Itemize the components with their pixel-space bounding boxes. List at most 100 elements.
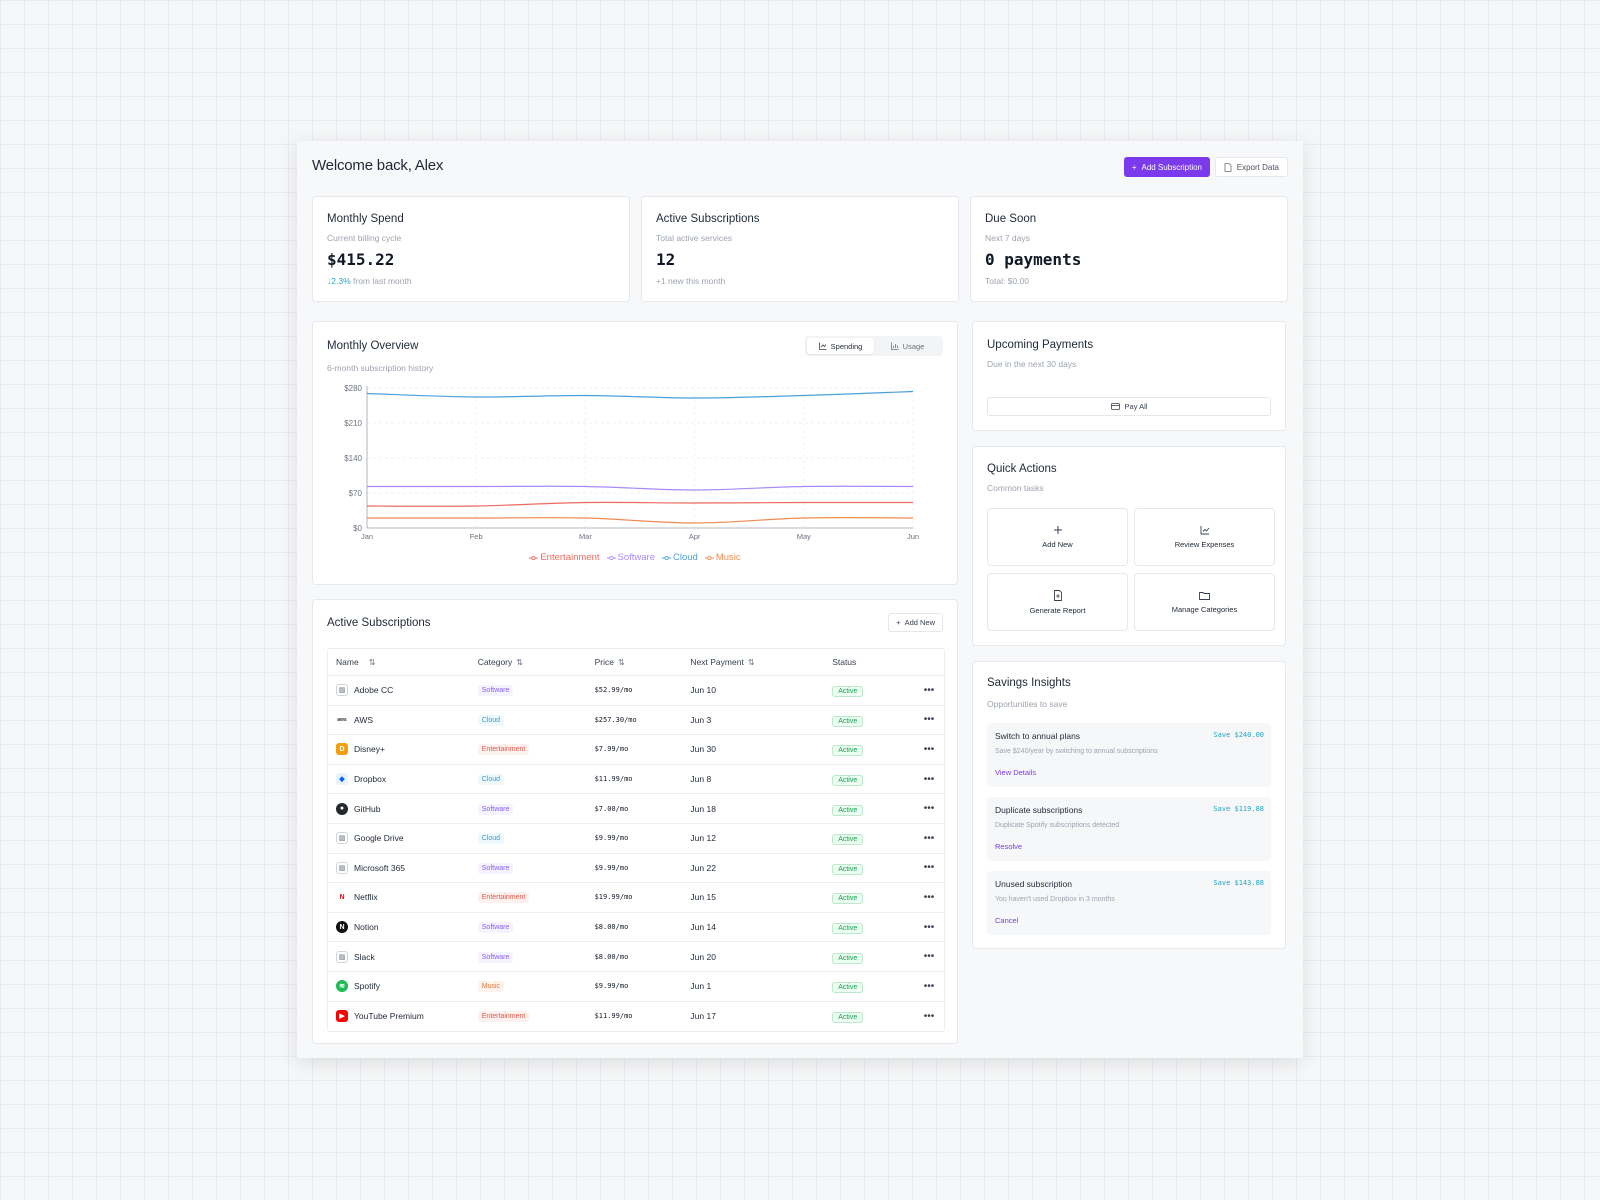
sort-icon[interactable]: ⇅ (617, 658, 625, 667)
chart-icon (1200, 526, 1209, 535)
status-badge: Active (832, 863, 864, 875)
more-options-icon[interactable]: ••• (923, 684, 935, 696)
table-row[interactable]: ● GitHub Software $7.00/mo Jun 18 Active ••• (328, 794, 944, 824)
quick-action-label: Add New (1042, 540, 1073, 549)
cell-next-payment: Jun 17 (690, 1011, 716, 1022)
pay-all-button[interactable]: Pay All (987, 397, 1271, 416)
col-next-payment[interactable]: Next Payment ⇅ (690, 657, 832, 667)
add-subscription-button[interactable]: + Add Subscription (1123, 157, 1210, 177)
cell-price: $8.00/mo (594, 923, 629, 932)
sort-icon[interactable]: ⇅ (368, 657, 376, 667)
col-category-label: Category (477, 657, 513, 667)
quick-action-add-new[interactable]: Add New (987, 508, 1128, 566)
add-new-button[interactable]: + Add New (888, 613, 943, 632)
cell-status: Active (832, 1011, 914, 1024)
service-name: Google Drive (354, 833, 404, 844)
card-subtitle: Opportunities to save (987, 699, 1068, 709)
service-name: Spotify (354, 981, 380, 992)
cell-next-payment: Jun 22 (690, 862, 716, 873)
category-badge: Cloud (477, 714, 505, 726)
col-category[interactable]: Category ⇅ (474, 657, 595, 667)
more-options-icon[interactable]: ••• (923, 714, 935, 726)
more-options-icon[interactable]: ••• (923, 891, 935, 903)
cell-status: Active (832, 804, 914, 816)
more-options-icon[interactable]: ••• (923, 803, 935, 815)
quick-action-label: Review Expenses (1174, 540, 1235, 549)
table-row[interactable]: ▶ YouTube Premium Entertainment $11.99/mo Ju… (328, 1002, 944, 1032)
report-icon (1053, 589, 1062, 601)
col-status: Status (832, 657, 914, 667)
legend-item-entertainment[interactable]: Entertainment (529, 552, 600, 563)
legend-item-software[interactable]: Software (606, 552, 655, 563)
cell-next-payment: Jun 14 (690, 922, 716, 933)
stat-value: $415.22 (327, 250, 395, 269)
cell-category: Music (474, 980, 595, 993)
cancel-link[interactable]: Cancel (995, 916, 1019, 925)
table-row[interactable]: N Notion Software $8.00/mo Jun 14 Active ••• (328, 913, 944, 943)
col-price[interactable]: Price ⇅ (595, 657, 691, 667)
more-options-icon[interactable]: ••• (923, 862, 935, 874)
cell-next-payment: Jun 12 (690, 833, 716, 844)
stat-subtitle: Next 7 days (985, 233, 1030, 243)
table-row[interactable]: N Netflix Entertainment $19.99/mo Jun 15 Acti… (328, 883, 944, 913)
more-options-icon[interactable]: ••• (923, 773, 935, 785)
cell-price: $11.99/mo (594, 775, 633, 784)
legend-item-music[interactable]: Music (704, 552, 741, 563)
savings-insights-card: Savings Insights Opportunities to save S… (972, 661, 1286, 949)
stat-footer: ↓2.3% from last month (327, 276, 412, 286)
insight-title: Unused subscription (995, 879, 1073, 889)
more-options-icon[interactable]: ••• (923, 980, 935, 992)
table-row[interactable]: ▨ Adobe CC Software $52.99/mo Jun 10 Active ••… (328, 676, 944, 706)
series-line-music (367, 517, 914, 524)
x-tick-label: Apr (689, 532, 701, 541)
table-row[interactable]: ◆ Dropbox Cloud $11.99/mo Jun 8 Active ••• (328, 765, 944, 795)
stat-subtitle: Current billing cycle (327, 233, 402, 243)
sort-icon[interactable]: ⇅ (747, 658, 755, 667)
y-tick-label: $210 (344, 419, 362, 428)
github-icon: ● (336, 802, 348, 815)
quick-action-review-expenses[interactable]: Review Expenses (1134, 508, 1275, 566)
broken-image-icon: ▨ (336, 684, 348, 697)
table-row[interactable]: aws AWS Cloud $257.30/mo Jun 3 Active ••• (328, 706, 944, 736)
legend-item-cloud[interactable]: Cloud (662, 552, 698, 563)
resolve-link[interactable]: Resolve (995, 842, 1023, 851)
table-row[interactable]: D Disney+ Entertainment $7.99/mo Jun 30 Activ… (328, 735, 944, 765)
quick-action-generate-report[interactable]: Generate Report (987, 573, 1128, 631)
more-options-icon[interactable]: ••• (923, 743, 935, 755)
cell-name: ▶ YouTube Premium (328, 1010, 474, 1023)
line-chart-icon (818, 342, 827, 350)
quick-actions-card: Quick Actions Common tasks Add New Revie… (972, 446, 1286, 646)
folder-icon (1199, 591, 1210, 600)
service-name: Disney+ (354, 744, 385, 755)
status-badge: Active (832, 1012, 864, 1024)
x-tick-label: May (797, 532, 811, 541)
more-options-icon[interactable]: ••• (923, 832, 935, 844)
col-status-label: Status (832, 657, 857, 667)
subscriptions-table: Name ⇅ Category ⇅ Price ⇅ Next Payment ⇅ Sta… (327, 648, 945, 1033)
more-options-icon[interactable]: ••• (923, 1010, 935, 1022)
quick-action-manage-categories[interactable]: Manage Categories (1134, 573, 1275, 631)
col-name[interactable]: Name ⇅ (328, 657, 474, 667)
toggle-spending[interactable]: Spending (807, 338, 874, 354)
service-name: Dropbox (354, 774, 387, 785)
export-data-button[interactable]: Export Data (1214, 157, 1288, 177)
table-row[interactable]: ▨ Microsoft 365 Software $9.99/mo Jun 22 Acti… (328, 854, 944, 884)
toggle-usage[interactable]: Usage (874, 338, 941, 354)
bar-chart-icon (890, 342, 899, 350)
more-options-icon[interactable]: ••• (923, 951, 935, 963)
table-row[interactable]: ▨ Slack Software $8.00/mo Jun 20 Active ••• (328, 942, 944, 972)
table-row[interactable]: ▨ Google Drive Cloud $9.99/mo Jun 12 Active ••… (328, 824, 944, 854)
stat-subtitle: Total active services (656, 233, 733, 243)
cell-name: ≋ Spotify (328, 980, 474, 993)
cell-status: Active (832, 774, 914, 787)
legend-marker-icon (662, 555, 671, 560)
service-name: YouTube Premium (354, 1011, 424, 1022)
table-row[interactable]: ≋ Spotify Music $9.99/mo Jun 1 Active ••• (328, 972, 944, 1002)
more-options-icon[interactable]: ••• (923, 921, 935, 933)
view-details-link[interactable]: View Details (995, 768, 1037, 777)
sort-icon[interactable]: ⇅ (516, 658, 523, 667)
cell-category: Entertainment (474, 743, 595, 756)
stat-footer: +1 new this month (656, 276, 726, 286)
stat-footer: Total: $0.00 (985, 276, 1029, 286)
cell-next-payment: Jun 30 (690, 744, 716, 755)
